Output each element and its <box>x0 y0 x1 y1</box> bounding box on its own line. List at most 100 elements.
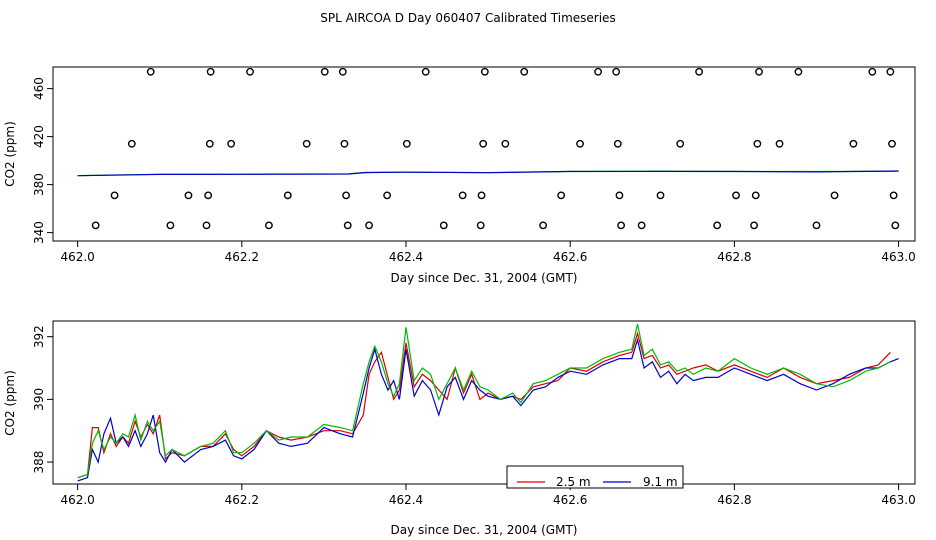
top-data-point <box>775 139 784 148</box>
top-data-point <box>205 139 214 148</box>
legend-label-2-5m: 2.5 m <box>556 475 591 489</box>
top-ytick-label: 380 <box>32 173 46 196</box>
bottom-xtick-label: 462.6 <box>553 493 587 507</box>
top-data-point <box>637 221 646 230</box>
bottom-x-axis-label: Day since Dec. 31, 2004 (GMT) <box>391 523 578 537</box>
top-data-point <box>421 67 430 76</box>
top-plot-frame <box>52 66 916 242</box>
bottom-xtick-label: 463.0 <box>881 493 915 507</box>
top-data-point <box>612 67 621 76</box>
figure-title: SPL AIRCOA D Day 060407 Calibrated Times… <box>320 11 615 25</box>
top-xtick-label: 463.0 <box>881 250 915 264</box>
bottom-ytick-label: 390 <box>32 388 46 411</box>
top-data-point <box>91 221 100 230</box>
top-data-point <box>868 67 877 76</box>
top-xtick-label: 462.6 <box>553 250 587 264</box>
top-x-axis: 462.0 462.2 462.4 462.6 462.8 463.0 <box>60 240 916 264</box>
top-data-point <box>477 191 486 200</box>
top-data-point <box>889 191 898 200</box>
bottom-ytick-label: 388 <box>32 451 46 474</box>
top-data-point <box>110 191 119 200</box>
top-points <box>91 67 900 230</box>
top-plot: 462.0 462.2 462.4 462.6 462.8 463.0 340 380 420… <box>3 66 916 285</box>
top-data-point <box>695 67 703 76</box>
legend: 2.5 m 9.1 m <box>506 465 684 489</box>
top-data-point <box>755 67 763 76</box>
bottom-series-green <box>77 323 891 479</box>
top-data-point <box>539 221 548 230</box>
top-data-point <box>753 139 762 148</box>
top-data-point <box>340 139 349 148</box>
top-data-point <box>283 191 292 200</box>
bottom-series-9-1-m <box>77 337 899 482</box>
top-data-point <box>751 191 760 200</box>
top-data-point <box>794 67 803 76</box>
top-data-point <box>480 67 489 76</box>
top-data-point <box>576 139 584 148</box>
top-data-point <box>520 67 529 76</box>
top-xtick-label: 462.0 <box>60 250 94 264</box>
bottom-xtick-label: 462.4 <box>389 493 423 507</box>
top-data-point <box>246 67 254 76</box>
top-data-point <box>617 221 625 230</box>
top-data-point <box>338 67 347 76</box>
top-data-point <box>501 139 510 148</box>
top-data-point <box>184 191 193 200</box>
top-data-point <box>439 221 448 230</box>
top-data-point <box>676 139 685 148</box>
bottom-ytick-label: 392 <box>32 325 46 348</box>
top-data-point <box>383 191 392 200</box>
top-data-point <box>342 191 350 200</box>
top-data-point <box>888 139 896 148</box>
top-xtick-label: 462.8 <box>717 250 751 264</box>
top-data-point <box>206 67 215 76</box>
top-ytick-label: 420 <box>32 125 46 148</box>
top-data-point <box>204 191 213 200</box>
top-data-point <box>594 67 603 76</box>
top-data-point <box>615 191 624 200</box>
top-series-9-1-m <box>77 170 899 177</box>
top-ytick-label: 340 <box>32 221 46 244</box>
top-data-point <box>613 139 622 148</box>
top-data-point <box>812 221 821 230</box>
top-data-point <box>476 221 485 230</box>
top-data-point <box>849 139 858 148</box>
top-data-point <box>302 139 311 148</box>
top-data-point <box>750 221 758 230</box>
bottom-y-axis: 388 390 392 <box>32 325 54 474</box>
top-data-point <box>227 139 236 148</box>
top-data-point <box>713 221 722 230</box>
top-data-point <box>265 221 273 230</box>
top-xtick-label: 462.4 <box>389 250 423 264</box>
legend-label-9-1m: 9.1 m <box>643 475 678 489</box>
top-series-lines <box>77 170 899 177</box>
top-xtick-label: 462.2 <box>225 250 259 264</box>
bottom-series-2-5-m <box>77 331 891 479</box>
top-data-point <box>458 191 467 200</box>
bottom-y-axis-label: CO2 (ppm) <box>3 370 17 436</box>
top-data-point <box>656 191 665 200</box>
top-data-point <box>886 67 895 76</box>
top-data-point <box>146 67 155 76</box>
top-data-point <box>127 139 136 148</box>
top-data-point <box>320 67 329 76</box>
bottom-x-axis: 462.0 462.2 462.4 462.6 462.8 463.0 <box>60 483 916 507</box>
bottom-plot: 462.0 462.2 462.4 462.6 462.8 463.0 388 390 392… <box>3 320 916 537</box>
top-y-axis: 340 380 420 460 <box>32 77 54 244</box>
top-x-axis-label: Day since Dec. 31, 2004 (GMT) <box>391 271 578 285</box>
top-data-point <box>479 139 488 148</box>
legend-box <box>506 465 684 489</box>
top-data-point <box>202 221 211 230</box>
top-data-point <box>830 191 839 200</box>
top-y-axis-label: CO2 (ppm) <box>3 121 17 187</box>
top-data-point <box>557 191 566 200</box>
top-data-point <box>365 221 373 230</box>
top-data-point <box>402 139 411 148</box>
bottom-xtick-label: 462.8 <box>717 493 751 507</box>
bottom-xtick-label: 462.0 <box>60 493 94 507</box>
top-data-point <box>732 191 740 200</box>
bottom-xtick-label: 462.2 <box>225 493 259 507</box>
top-data-point <box>343 221 352 230</box>
top-data-point <box>891 221 900 230</box>
